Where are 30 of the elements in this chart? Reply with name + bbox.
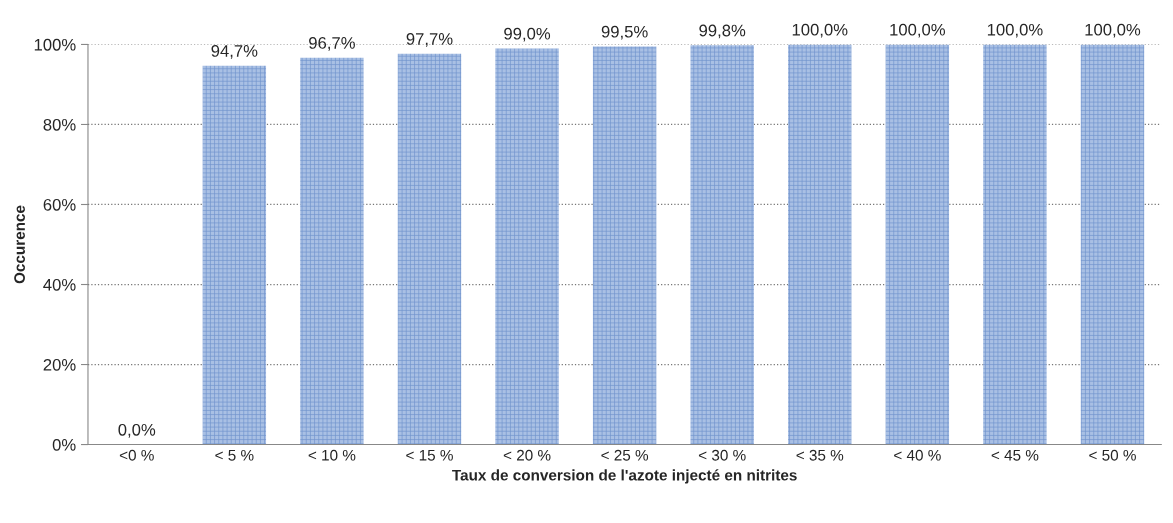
x-tick-label: < 40 %	[894, 449, 941, 461]
data-label: 94,7%	[211, 45, 258, 59]
y-tick-label: 80%	[43, 118, 76, 131]
data-label: 100,0%	[1085, 23, 1141, 38]
x-tick-label: < 15 %	[406, 449, 453, 461]
data-label: 96,7%	[309, 37, 355, 51]
x-tick-label: <0 %	[119, 449, 154, 461]
x-tick-label: < 10 %	[308, 449, 356, 461]
x-tick-label: < 25 %	[601, 449, 649, 461]
x-tick-label: < 50 %	[1089, 449, 1136, 461]
data-label: 99,8%	[699, 24, 746, 39]
y-tick-label: 0%	[52, 438, 76, 451]
data-label: 99,5%	[601, 25, 648, 40]
y-tick-label: 100%	[34, 38, 76, 51]
y-axis-title: Occurence	[14, 205, 25, 284]
data-label: 100,0%	[890, 23, 946, 38]
data-label: 97,7%	[406, 33, 453, 47]
x-axis-title: Taux de conversion de l'azote injecté en nitrites	[452, 469, 797, 484]
y-tick-label: 40%	[43, 278, 76, 291]
y-tick-label: 60%	[43, 198, 76, 211]
data-label: 100,0%	[792, 23, 848, 38]
data-label: 99,0%	[504, 27, 551, 42]
x-tick-label: < 30 %	[698, 449, 746, 461]
y-tick-label: 20%	[43, 358, 76, 371]
data-label: 100,0%	[987, 23, 1043, 38]
x-tick-label: < 5 %	[215, 449, 254, 461]
data-label: 0,0%	[118, 423, 156, 438]
x-tick-label: < 35 %	[796, 449, 844, 461]
x-tick-label: < 45 %	[991, 449, 1039, 461]
x-tick-label: < 20 %	[503, 449, 551, 461]
